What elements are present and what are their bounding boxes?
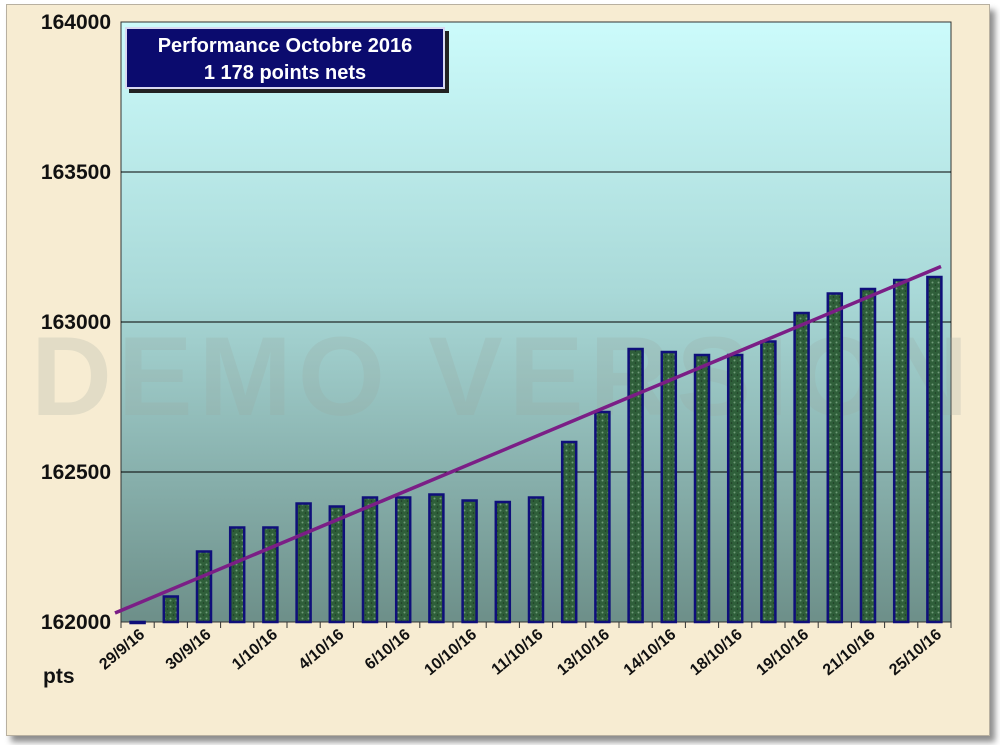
bar	[461, 499, 478, 624]
chart-title-line-1: Performance Octobre 2016	[157, 35, 413, 57]
bar	[328, 505, 346, 624]
x-tick-label: 14/10/16	[621, 626, 680, 679]
y-tick-label: 162000	[41, 611, 111, 634]
chart-title-line-2: 1 178 points nets	[203, 62, 367, 84]
x-tick-label: 6/10/16	[362, 626, 414, 673]
x-tick-label: 21/10/16	[820, 626, 879, 679]
bar	[826, 292, 844, 624]
x-tick-label: 13/10/16	[554, 626, 613, 679]
bar	[129, 620, 146, 625]
x-tick-label: 30/9/16	[163, 626, 215, 673]
y-axis-unit-label: pts	[43, 665, 75, 688]
y-tick-label: 163000	[41, 311, 111, 334]
bar	[859, 287, 877, 624]
bar	[560, 440, 578, 624]
bar	[394, 496, 412, 624]
bar	[262, 526, 279, 624]
chart-frame: DEMO VERSION 162000 162500 163000 163500 164…	[6, 4, 990, 736]
trend-line	[114, 264, 942, 615]
bar	[693, 353, 711, 624]
bar	[660, 350, 678, 624]
x-tick-label: 11/10/16	[489, 626, 547, 679]
x-tick-label: 1/10/16	[229, 626, 281, 673]
bar-chart: DEMO VERSION 162000 162500 163000 163500 164…	[31, 11, 974, 688]
y-tick-label: 164000	[41, 11, 111, 34]
chart-title-box: Performance Octobre 2016 1 178 points ne…	[125, 27, 445, 89]
bar	[527, 496, 545, 624]
bar	[228, 526, 246, 624]
bar	[627, 347, 644, 624]
bar	[295, 502, 312, 624]
x-tick-label: 4/10/16	[296, 626, 348, 673]
y-tick-label: 162500	[41, 461, 111, 484]
bar	[760, 340, 777, 624]
bar	[926, 275, 943, 624]
bar	[594, 410, 611, 624]
bar	[361, 496, 379, 624]
bar	[195, 550, 213, 624]
bar	[726, 353, 744, 624]
bar	[494, 500, 512, 624]
x-tick-label: 18/10/16	[687, 626, 746, 679]
bar	[892, 278, 910, 624]
bar	[162, 595, 180, 624]
x-tick-label: 25/10/16	[886, 626, 945, 679]
x-tick-label: 10/10/16	[422, 626, 481, 679]
bar	[793, 311, 810, 624]
y-tick-label: 163500	[41, 161, 111, 184]
bar	[428, 493, 445, 624]
x-tick-label: 19/10/16	[754, 626, 813, 679]
watermark-text: DEMO VERSION	[31, 314, 974, 439]
